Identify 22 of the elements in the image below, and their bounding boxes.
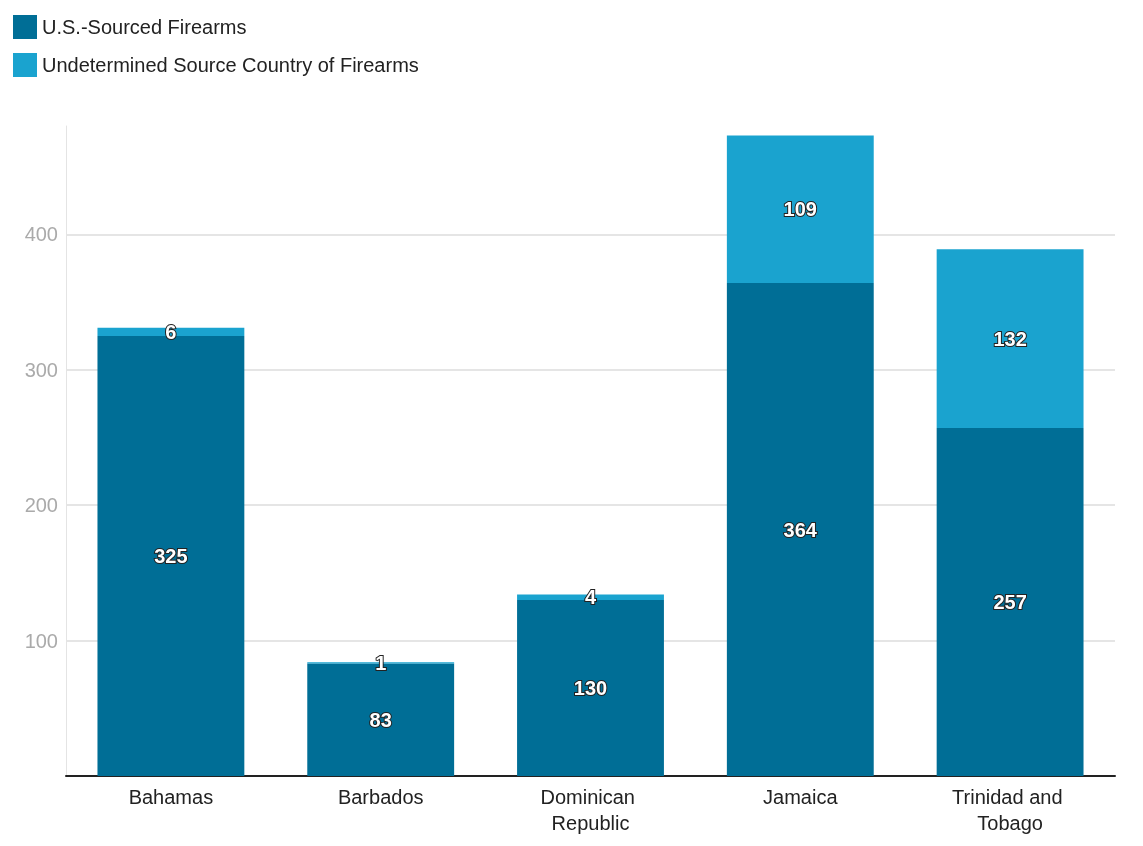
data-label: 109 — [783, 198, 817, 221]
y-tick-label: 100 — [24, 629, 58, 652]
data-label: 257 — [993, 590, 1027, 613]
data-label: 364 — [783, 518, 818, 541]
y-tick-label: 300 — [24, 358, 58, 381]
x-tick-label: Bahamas — [128, 786, 214, 808]
bar — [726, 283, 874, 776]
x-tick-label: Jamaica — [763, 786, 839, 808]
data-label: 83 — [369, 708, 392, 731]
bar — [726, 135, 874, 284]
y-tick-label: 200 — [24, 494, 58, 517]
data-label: 130 — [573, 676, 608, 699]
x-tick-label: Dominican Republic — [540, 786, 641, 834]
y-tick-label: 400 — [24, 223, 58, 246]
legend-label: U.S.-Sourced Firearms — [42, 16, 247, 38]
data-label: 132 — [993, 327, 1027, 350]
x-tick-label: Trinidad and Tobago — [952, 786, 1069, 834]
bar — [936, 427, 1084, 776]
legend-label: Undetermined Source Country of Firearms — [42, 54, 419, 76]
x-tick-label: Barbados — [337, 786, 424, 808]
bar — [936, 249, 1084, 428]
data-label: 325 — [154, 544, 188, 567]
